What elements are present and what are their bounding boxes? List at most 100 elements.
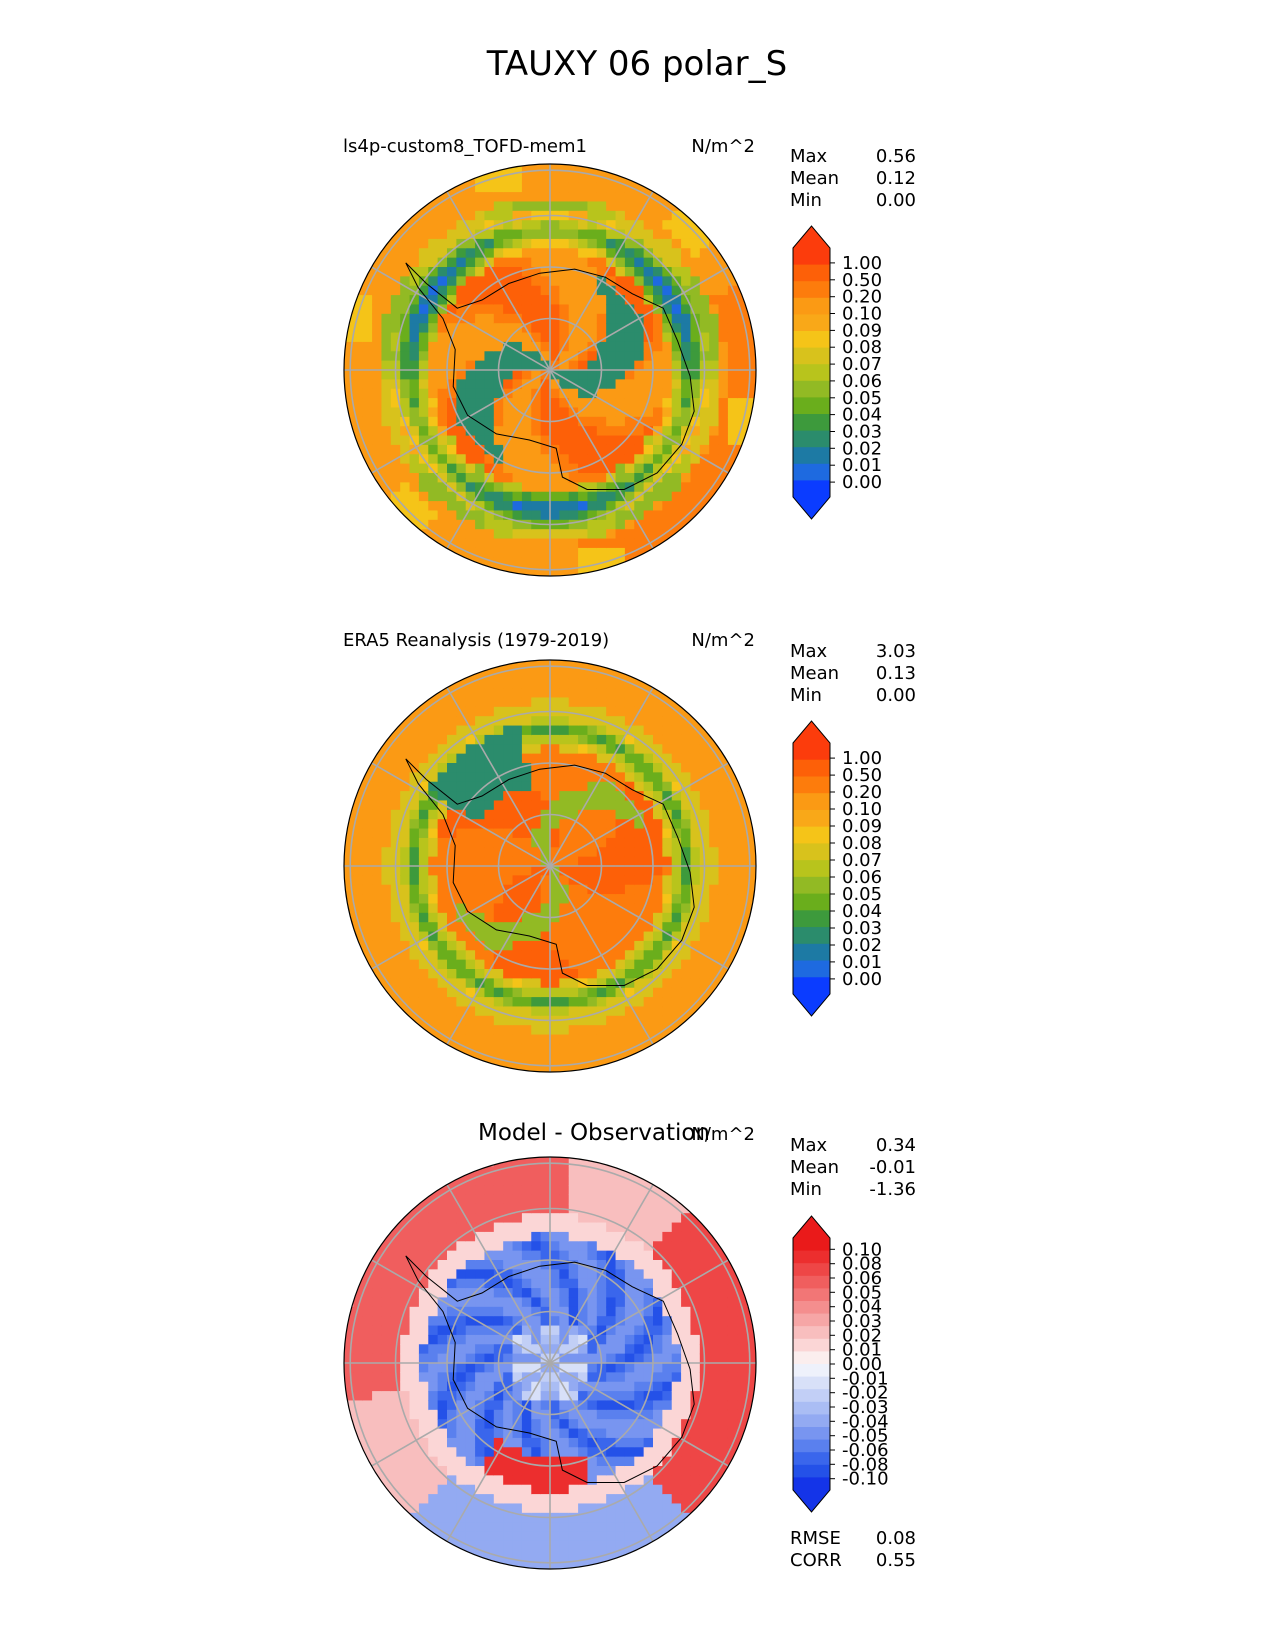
field-cell: [587, 819, 598, 830]
field-cell: [418, 847, 429, 858]
field-cell: [662, 781, 673, 792]
field-cell: [540, 491, 551, 502]
field-cell: [737, 856, 748, 867]
field-cell: [456, 1437, 467, 1448]
field-cell: [606, 238, 617, 249]
field-cell: [587, 1531, 598, 1542]
field-cell: [503, 660, 514, 670]
field-cell: [606, 1456, 617, 1467]
field-cell: [475, 1194, 486, 1205]
field-cell: [493, 1043, 504, 1054]
field-cell: [559, 173, 570, 184]
field-cell: [559, 491, 570, 502]
field-cell: [503, 267, 514, 277]
field-cell: [531, 1494, 542, 1505]
field-cell: [737, 819, 748, 830]
field-cell: [512, 1344, 523, 1355]
field-cell: [615, 725, 626, 736]
field-cell: [550, 557, 560, 568]
field-cell: [559, 987, 570, 998]
field-cell: [503, 1363, 514, 1373]
field-cell: [484, 1447, 495, 1458]
field-cell: [521, 1185, 532, 1196]
field-cell: [400, 987, 411, 998]
field-cell: [615, 1034, 626, 1045]
field-cell: [690, 1222, 701, 1233]
field-cell: [559, 313, 570, 324]
field-cell: [437, 1006, 448, 1017]
field-cell: [634, 1334, 645, 1345]
field-cell: [699, 313, 710, 324]
field-cell: [718, 922, 729, 933]
field-cell: [634, 257, 645, 268]
field-cell: [475, 1419, 486, 1430]
field-cell: [428, 875, 439, 886]
field-cell: [418, 304, 429, 315]
field-cell: [578, 463, 589, 474]
field-cell: [381, 257, 392, 268]
field-cell: [409, 1400, 420, 1411]
field-cell: [400, 837, 411, 848]
field-cell: [437, 1503, 448, 1514]
field-cell: [400, 969, 411, 979]
field-cell: [465, 1175, 476, 1186]
field-cell: [540, 295, 551, 306]
field-cell: [428, 1288, 439, 1299]
colorbar-segment: [793, 430, 830, 448]
field-cell: [653, 1015, 663, 1026]
field-cell: [540, 856, 551, 867]
field-cell: [568, 557, 579, 568]
field-cell: [746, 828, 756, 839]
field-cell: [615, 1522, 626, 1533]
field-cell: [737, 1381, 748, 1392]
field-cell: [596, 341, 607, 352]
field-cell: [671, 716, 682, 727]
field-cell: [615, 1025, 626, 1036]
field-cell: [587, 969, 598, 979]
field-cell: [456, 922, 467, 933]
field-cell: [475, 1222, 486, 1233]
field-cell: [615, 510, 626, 521]
colorbar-segment: [793, 1301, 830, 1315]
field-cell: [550, 407, 560, 418]
field-cell: [568, 426, 579, 437]
field-cell: [353, 379, 364, 390]
field-cell: [484, 753, 495, 764]
field-cell: [437, 1025, 448, 1036]
field-cell: [362, 828, 373, 839]
field-cell: [596, 725, 607, 736]
field-cell: [671, 978, 682, 989]
field-cell: [400, 950, 411, 961]
field-cell: [587, 1437, 598, 1448]
field-cell: [409, 1334, 420, 1345]
field-cell: [447, 1512, 457, 1523]
field-cell: [568, 1475, 579, 1486]
field-cell: [409, 248, 420, 259]
field-cell: [634, 407, 645, 418]
field-cell: [653, 997, 663, 1008]
field-cell: [353, 931, 364, 942]
field-cell: [493, 1475, 504, 1486]
field-cell: [362, 332, 373, 343]
field-cell: [587, 510, 598, 521]
field-cell: [484, 295, 495, 306]
field-cell: [372, 426, 383, 437]
field-cell: [587, 847, 598, 858]
field-cell: [568, 510, 579, 521]
field-cell: [428, 304, 439, 315]
field-cell: [587, 1372, 598, 1383]
field-cell: [428, 1325, 439, 1336]
field-cell: [475, 678, 486, 689]
field-cell: [381, 1288, 392, 1299]
field-cell: [606, 510, 617, 521]
field-cell: [559, 669, 570, 680]
field-cell: [493, 1203, 504, 1214]
field-cell: [568, 828, 579, 839]
field-cell: [578, 725, 589, 736]
field-cell: [484, 1250, 495, 1261]
field-cell: [512, 1288, 523, 1299]
field-cell: [643, 267, 654, 277]
field-cell: [578, 547, 589, 558]
field-cell: [521, 547, 532, 558]
field-cell: [690, 1325, 701, 1336]
